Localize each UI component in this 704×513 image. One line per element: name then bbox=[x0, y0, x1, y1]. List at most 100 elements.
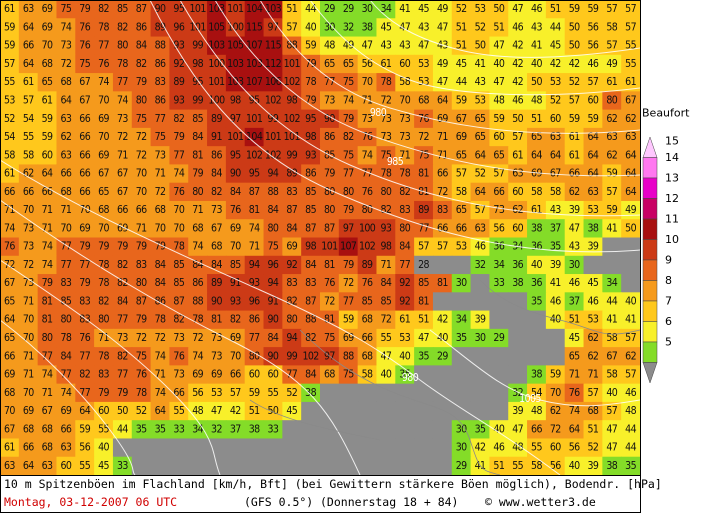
wind-value: 40 bbox=[493, 423, 504, 435]
wind-value: 61 bbox=[399, 314, 410, 326]
wind-cell bbox=[112, 18, 133, 38]
wind-value: 71 bbox=[4, 204, 15, 216]
wind-cell bbox=[18, 383, 39, 403]
wind-value: 78 bbox=[155, 314, 166, 326]
wind-value: 64 bbox=[23, 460, 34, 472]
wind-cell bbox=[188, 420, 208, 440]
wind-cell bbox=[432, 54, 453, 74]
wind-value: 83 bbox=[60, 277, 71, 289]
wind-value: 50 bbox=[512, 113, 523, 125]
wind-cell bbox=[301, 73, 321, 92]
wind-value: 59 bbox=[588, 113, 599, 125]
wind-cell bbox=[37, 237, 58, 257]
wind-value: 85 bbox=[192, 113, 203, 125]
wind-value: 32 bbox=[211, 423, 222, 435]
wind-value: 71 bbox=[588, 369, 599, 381]
wind-value: 47 bbox=[437, 21, 448, 33]
wind-value: 51 bbox=[493, 21, 504, 33]
wind-cell bbox=[395, 401, 415, 421]
wind-value: 84 bbox=[286, 222, 297, 234]
wind-value: 100 bbox=[227, 21, 244, 33]
wind-cell bbox=[112, 164, 133, 184]
wind-cell bbox=[432, 420, 453, 440]
wind-cell bbox=[75, 328, 95, 348]
legend-swatch bbox=[642, 177, 658, 199]
wind-value: 58 bbox=[606, 332, 617, 344]
wind-value: 76 bbox=[362, 186, 373, 198]
wind-value: 79 bbox=[42, 277, 53, 289]
wind-cell bbox=[169, 292, 189, 312]
wind-cell bbox=[18, 91, 39, 111]
wind-cell bbox=[207, 0, 227, 19]
wind-value: 73 bbox=[173, 369, 184, 381]
wind-cell bbox=[451, 182, 472, 202]
wind-cell bbox=[56, 127, 76, 147]
wind-cell bbox=[225, 401, 246, 421]
wind-cell bbox=[112, 310, 133, 330]
wind-cell bbox=[18, 274, 39, 293]
wind-cell bbox=[432, 127, 453, 147]
wind-cell bbox=[37, 36, 58, 56]
wind-value: 49 bbox=[606, 58, 617, 70]
wind-value: 40 bbox=[493, 58, 504, 70]
wind-cell bbox=[489, 36, 509, 56]
wind-cell bbox=[508, 328, 528, 348]
wind-cell bbox=[169, 36, 189, 56]
wind-value: 76 bbox=[418, 113, 429, 125]
wind-value: 59 bbox=[343, 314, 354, 326]
wind-value: 67 bbox=[456, 113, 467, 125]
wind-cell bbox=[489, 401, 509, 421]
wind-cell bbox=[489, 310, 509, 330]
wind-value: 79 bbox=[136, 76, 147, 88]
wind-value: 101 bbox=[284, 131, 301, 143]
wind-cell bbox=[207, 146, 227, 166]
wind-cell bbox=[75, 347, 95, 366]
wind-cell bbox=[282, 54, 302, 74]
wind-cell bbox=[357, 109, 378, 129]
wind-value: 84 bbox=[155, 277, 166, 289]
wind-cell bbox=[301, 456, 321, 476]
wind-value: 78 bbox=[380, 168, 391, 180]
wind-cell bbox=[564, 347, 585, 366]
wind-value: 75 bbox=[268, 241, 279, 253]
wind-cell bbox=[94, 164, 114, 184]
wind-cell bbox=[545, 36, 566, 56]
wind-value: 62 bbox=[588, 332, 599, 344]
wind-cell bbox=[18, 420, 39, 440]
wind-cell bbox=[207, 73, 227, 92]
wind-value: 81 bbox=[418, 295, 429, 307]
wind-value: 70 bbox=[550, 387, 561, 399]
wind-value: 65 bbox=[475, 131, 486, 143]
wind-cell bbox=[508, 0, 528, 19]
wind-value: 47 bbox=[606, 442, 617, 454]
wind-cell bbox=[37, 109, 58, 129]
wind-cell bbox=[18, 310, 39, 330]
wind-cell bbox=[263, 401, 283, 421]
wind-grid: 61 63 69 75 79 82 85 87 90 95 101 103 101 104 103 51 44 2… bbox=[0, 0, 641, 476]
wind-cell bbox=[188, 18, 208, 38]
wind-cell bbox=[94, 365, 114, 385]
wind-cell bbox=[263, 182, 283, 202]
wind-cell bbox=[357, 365, 378, 385]
legend-swatch bbox=[642, 300, 658, 322]
wind-cell bbox=[263, 18, 283, 38]
wind-value: 38 bbox=[606, 460, 617, 472]
wind-value: 45 bbox=[418, 3, 429, 15]
wind-cell bbox=[470, 365, 491, 385]
wind-cell bbox=[376, 456, 396, 476]
wind-cell bbox=[583, 182, 603, 202]
wind-value: 47 bbox=[606, 423, 617, 435]
wind-cell bbox=[169, 401, 189, 421]
wind-value: 46 bbox=[588, 295, 599, 307]
wind-value: 58 bbox=[456, 186, 467, 198]
wind-value: 57 bbox=[606, 186, 617, 198]
wind-cell bbox=[602, 73, 622, 92]
wind-cell bbox=[564, 420, 585, 440]
wind-cell bbox=[508, 91, 528, 111]
wind-value: 78 bbox=[380, 76, 391, 88]
wind-value: 57 bbox=[625, 369, 636, 381]
wind-cell bbox=[18, 365, 39, 385]
wind-cell bbox=[169, 200, 189, 220]
wind-cell bbox=[527, 219, 547, 239]
wind-cell bbox=[489, 73, 509, 92]
